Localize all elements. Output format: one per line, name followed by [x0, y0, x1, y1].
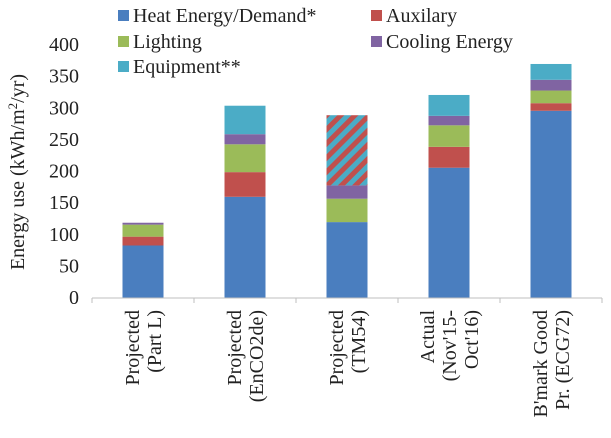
bar-segment — [122, 236, 164, 246]
bar-stack — [326, 115, 368, 298]
y-tick-label: 350 — [49, 66, 79, 88]
legend-item: Cooling Energy — [371, 31, 513, 53]
legend-label: Cooling Energy — [386, 31, 513, 53]
legend-item: Auxilary — [371, 5, 457, 27]
bar-segment — [530, 63, 572, 80]
bar-segment — [224, 105, 266, 135]
x-category-label: B'mark Good Pr. (ECG72) — [530, 310, 574, 417]
bar-segment — [428, 146, 470, 168]
legend-item: Lighting — [118, 31, 202, 53]
bar-segment — [224, 172, 266, 197]
bar-segment-hatched — [326, 115, 368, 186]
bar-segment — [428, 94, 470, 116]
y-tick-label: 400 — [49, 34, 79, 56]
x-category-label-line: Actual — [417, 310, 439, 364]
bar-segment — [530, 110, 572, 298]
y-axis: 0 50 100 150 200 250 300 350 400 — [49, 34, 79, 309]
y-tick-label: 200 — [49, 161, 79, 183]
x-category-label: Projected (TM54) — [326, 310, 370, 386]
bar-stack — [428, 94, 470, 298]
legend-swatch — [118, 61, 129, 72]
bars — [122, 63, 572, 298]
bar-stack — [224, 105, 266, 298]
y-tick-label: 0 — [69, 287, 79, 309]
x-category-label-line: Projected — [224, 310, 246, 386]
y-tick-label: 300 — [49, 97, 79, 119]
legend-swatch — [371, 10, 382, 21]
bar-segment — [122, 224, 164, 237]
x-category-label: Projected (Part L) — [122, 310, 166, 386]
bar-segment — [326, 222, 368, 298]
x-category-label-line: Pr. (ECG72) — [552, 310, 574, 410]
legend-item: Heat Energy/Demand* — [118, 5, 316, 27]
bar-segment — [530, 90, 572, 104]
legend-label: Lighting — [133, 31, 202, 53]
bar-stack — [122, 222, 164, 298]
legend-label: Auxilary — [386, 5, 457, 27]
y-axis-label-suffix: /yr) — [7, 74, 29, 103]
x-category-label-line: Projected — [326, 310, 348, 386]
x-axis: Projected (Part L) Projected (EnCO2de) Proje… — [91, 297, 603, 417]
bar-segment — [122, 222, 164, 225]
x-category-label: Projected (EnCO2de) — [224, 310, 268, 402]
x-category-label-line: (Nov'15- — [439, 310, 461, 381]
y-tick-label: 150 — [49, 192, 79, 214]
bar-segment — [428, 167, 470, 298]
legend-swatch — [118, 36, 129, 47]
bar-segment — [530, 79, 572, 91]
y-tick-label: 100 — [49, 224, 79, 246]
bar-segment — [224, 144, 266, 173]
x-category-label-line: B'mark Good — [530, 310, 552, 417]
y-tick-label: 50 — [59, 255, 79, 277]
bar-segment — [224, 134, 266, 145]
bar-segment — [530, 103, 572, 111]
legend-label: Heat Energy/Demand* — [133, 5, 316, 27]
x-category-label-line: Oct'16) — [461, 310, 483, 369]
legend-label: Equipment** — [133, 56, 241, 78]
x-category-label-line: (TM54) — [348, 310, 370, 373]
y-axis-label-prefix: Energy use (kWh/m — [7, 109, 29, 270]
x-category-label: Actual (Nov'15- Oct'16) — [417, 310, 483, 382]
x-category-label-line: (EnCO2de) — [246, 310, 268, 402]
y-axis-label: Energy use (kWh/m2/yr) — [5, 74, 30, 270]
bar-segment — [428, 115, 470, 126]
bar-segment — [224, 196, 266, 298]
x-category-label-line: (Part L) — [144, 310, 166, 373]
y-tick-label: 250 — [49, 129, 79, 151]
legend-swatch — [118, 10, 129, 21]
legend: Heat Energy/Demand* Auxilary Lighting Cooli… — [118, 5, 513, 78]
bar-segment — [326, 185, 368, 199]
legend-swatch — [371, 36, 382, 47]
y-axis-label-sup: 2 — [5, 103, 20, 110]
bar-segment — [428, 125, 470, 147]
legend-item: Equipment** — [118, 56, 241, 78]
bar-segment — [326, 198, 368, 223]
bar-stack — [530, 63, 572, 298]
bar-segment — [122, 245, 164, 298]
x-category-label-line: Projected — [122, 310, 144, 386]
